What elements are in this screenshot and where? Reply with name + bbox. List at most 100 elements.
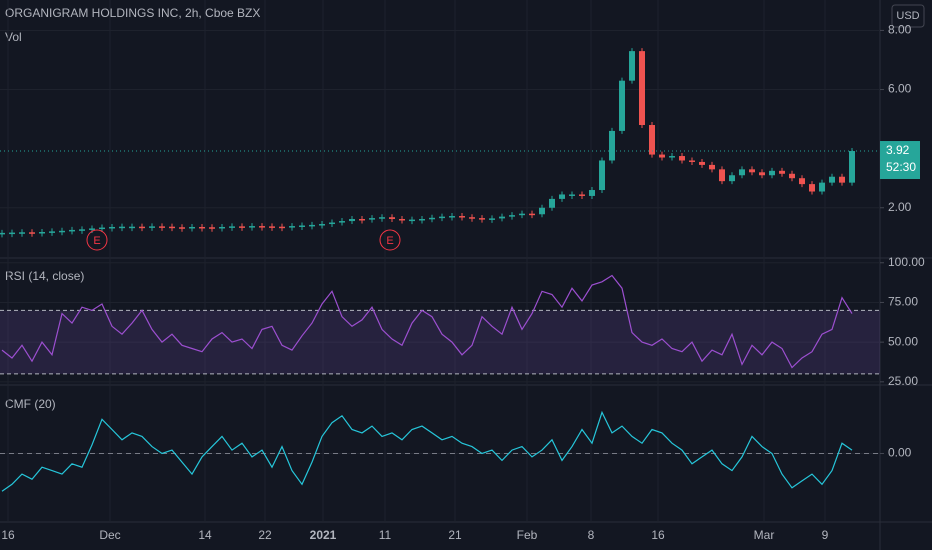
y-tick-label: 50.00 [888,334,918,348]
earnings-label: E [386,235,393,247]
indicator-line [1,410,853,492]
candle-body [0,232,5,235]
candle-body [159,226,165,228]
candle-body [499,216,505,219]
y-tick-label: 25.00 [888,374,918,388]
candle-body [239,226,245,228]
candle-body [249,226,255,228]
candle-body [789,173,795,179]
candle-body [429,217,435,220]
candle-body [689,160,695,162]
y-tick-label: 0.00 [888,446,912,460]
candle-body [59,230,65,233]
candle-body [139,226,145,229]
candle-body [89,228,95,230]
x-tick-label: 14 [198,528,212,542]
candle-body [309,224,315,227]
candle-body [269,226,275,228]
candle-body [199,226,205,229]
candle-body [19,232,25,234]
candle-body [129,226,135,229]
candle-body [849,151,855,183]
candle-body [99,227,105,230]
candle-body [339,221,345,223]
candle-body [649,125,655,155]
y-tick-label: 75.00 [888,295,918,309]
candle-body [589,190,595,196]
candle-body [119,226,125,229]
candle-body [749,169,755,173]
candle-body [669,156,675,158]
candle-body [519,213,525,216]
candle-body [829,176,835,183]
rsi-title: RSI (14, close) [5,269,84,283]
x-tick-label: 11 [379,528,392,542]
candle-body [729,175,735,182]
candle-body [79,229,85,231]
cmf-title: CMF (20) [5,397,56,411]
candle-body [509,215,515,217]
x-tick-label: 8 [588,528,595,542]
candle-body [289,226,295,228]
candle-body [49,231,55,233]
candle-body [369,218,375,220]
candle-body [839,176,845,183]
candle-body [299,225,305,227]
earnings-marker [86,229,108,251]
candle-body [479,218,485,220]
candle-body [29,232,35,234]
x-tick-label: 2021 [310,528,337,542]
x-tick-label: 16 [1,528,15,542]
candle-body [259,226,265,228]
candle-body [659,154,665,158]
candle-body [639,51,645,126]
currency-label[interactable]: USD [896,10,919,22]
candle-body [759,172,765,176]
candle-body [169,226,175,229]
x-tick-label: 22 [258,528,272,542]
indicator-line [1,274,853,369]
candle-body [349,218,355,222]
candle-body [219,226,225,229]
x-tick-label: 21 [448,528,462,542]
candle-body [609,130,615,161]
candle-body [699,161,705,165]
candle-body [399,218,405,221]
candle-body [359,218,365,221]
candle-body [739,169,745,176]
candle-body [179,227,185,229]
last-price-box [880,141,920,180]
candle-body [319,224,325,226]
candle-body [599,160,605,191]
candle-body [439,216,445,219]
x-tick-label: 16 [651,528,665,542]
candle-body [69,229,75,232]
candle-body [149,226,155,228]
last-price-label: 3.92 [886,143,910,157]
candle-body [209,227,215,229]
candle-body [819,182,825,192]
y-tick-label: 2.00 [888,200,912,214]
candle-body [489,218,495,220]
candle-body [109,226,115,229]
candle-body [629,51,635,81]
candle-body [279,226,285,229]
y-tick-label: 8.00 [888,23,912,37]
candle-body [769,170,775,176]
candle-body [579,194,585,196]
candle-body [469,217,475,219]
currency-button[interactable] [891,4,925,28]
candle-body [539,207,545,215]
candle-body [389,217,395,219]
countdown-label: 52:30 [886,160,916,174]
candle-body [569,194,575,196]
candle-body [619,80,625,131]
candle-body [559,194,565,199]
candle-body [449,216,455,218]
candle-body [459,216,465,218]
volume-label: Vol [5,30,22,44]
candle-body [409,219,415,222]
x-tick-label: Feb [517,528,538,542]
